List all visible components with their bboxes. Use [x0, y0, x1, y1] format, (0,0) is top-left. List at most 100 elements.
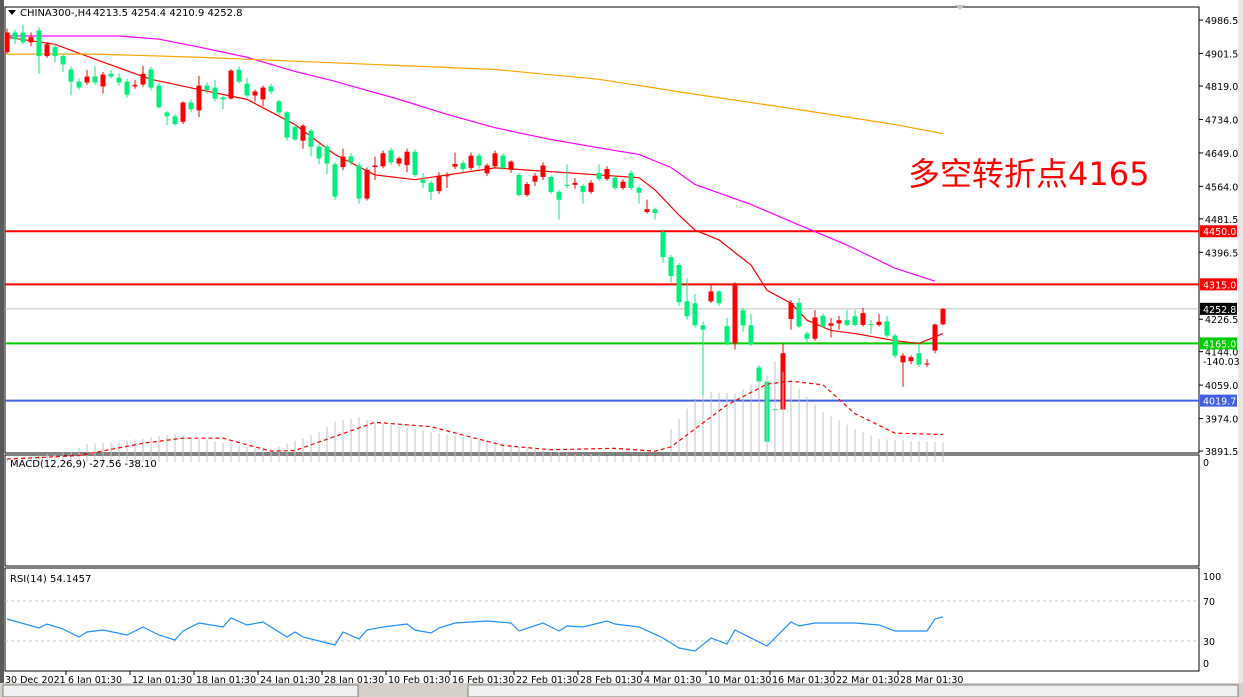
candle-body: [92, 76, 98, 83]
candle-body: [532, 175, 538, 182]
candle-body: [812, 317, 818, 339]
levels: [5, 230, 1199, 402]
candle-body: [548, 176, 554, 192]
candle: [628, 170, 634, 190]
candle-body: [852, 316, 858, 325]
candle: [940, 308, 946, 326]
candle: [324, 144, 330, 175]
level-price-label: 4165.0: [1203, 339, 1236, 350]
candle-body: [676, 265, 682, 303]
candle: [724, 317, 730, 346]
candle-body: [828, 323, 834, 326]
candle-body: [692, 303, 698, 326]
candle-body: [636, 187, 642, 193]
macd-label: MACD(12,26,9) -27.56 -38.10: [10, 459, 157, 470]
candle: [20, 24, 26, 45]
time-tick-label: 30 Dec 2021: [5, 675, 66, 686]
candle-body: [428, 182, 434, 192]
candle: [908, 355, 914, 365]
candle-body: [308, 130, 314, 147]
candle-body: [900, 355, 906, 363]
candle: [228, 69, 234, 100]
candle: [804, 331, 810, 344]
candle: [604, 166, 610, 181]
macd-axis-label: 0: [1203, 458, 1209, 469]
candle: [284, 111, 290, 141]
candle-body: [252, 91, 258, 96]
candle: [740, 307, 746, 332]
triangle-down-icon[interactable]: [8, 10, 16, 15]
candle: [644, 199, 650, 214]
candle: [68, 66, 74, 96]
candle-body: [668, 257, 674, 277]
candle-body: [724, 326, 730, 344]
price-tick-label: 4226.5: [1205, 315, 1238, 326]
candle-body: [100, 74, 106, 87]
candle-body: [260, 87, 266, 100]
candle: [404, 148, 410, 173]
candle-body: [276, 101, 282, 113]
candle-body: [788, 302, 794, 320]
time-tick-label: 28 Jan 01:30: [324, 675, 384, 686]
window-left-border: [0, 0, 4, 683]
candle-body: [300, 125, 306, 141]
candle: [380, 150, 386, 169]
candle-body: [124, 81, 130, 95]
candle-body: [524, 184, 530, 196]
candle: [364, 167, 370, 201]
candle: [692, 294, 698, 328]
rsi-axis-label: 70: [1203, 597, 1215, 608]
candle: [164, 111, 170, 125]
candle: [28, 32, 34, 47]
candle-body: [20, 32, 26, 43]
candle: [44, 42, 50, 59]
candle: [900, 353, 906, 387]
candle: [836, 315, 842, 330]
candle-body: [508, 161, 514, 170]
candle-body: [500, 155, 506, 168]
candle-body: [12, 32, 18, 40]
candle-body: [708, 291, 714, 302]
macd-pane[interactable]: [4, 454, 1200, 567]
candle-body: [292, 126, 298, 140]
candle: [516, 172, 522, 197]
moving-average-line: [7, 53, 944, 135]
time-tick-label: 16 Feb 01:30: [452, 675, 514, 686]
candle: [100, 71, 106, 94]
candle: [684, 278, 690, 320]
candle-body: [620, 181, 626, 188]
candle: [92, 65, 98, 85]
candle-body: [868, 324, 874, 326]
candle-body: [476, 155, 482, 166]
candle-body: [644, 209, 650, 212]
price-tick-label: 4396.5: [1205, 248, 1238, 259]
candle: [620, 179, 626, 190]
main-pane[interactable]: [4, 6, 1200, 454]
candle-body: [52, 47, 58, 57]
candle: [476, 153, 482, 169]
rsi-line: [6, 616, 944, 652]
chart-scrollbar[interactable]: [467, 684, 1239, 697]
candle: [244, 77, 250, 98]
candle: [820, 313, 826, 328]
candle: [652, 207, 658, 220]
shift-marker-icon[interactable]: [955, 5, 965, 10]
candle: [884, 315, 890, 338]
candle-body: [804, 333, 810, 339]
candle-body: [596, 172, 602, 179]
moving-average-line: [7, 35, 936, 282]
chart-tab[interactable]: [2, 684, 359, 697]
candle-body: [68, 69, 74, 82]
candle-body: [388, 150, 394, 163]
candle-body: [180, 102, 186, 122]
candle-body: [84, 76, 90, 83]
right-edge: [1238, 0, 1243, 683]
current-price-label: 4252.8: [1203, 305, 1236, 316]
time-tick-label: 4 Mar 01:30: [644, 675, 701, 686]
candle-body: [228, 70, 234, 99]
candle-body: [380, 153, 386, 167]
candle: [348, 153, 354, 166]
candle: [252, 89, 258, 102]
candle-body: [268, 86, 274, 92]
